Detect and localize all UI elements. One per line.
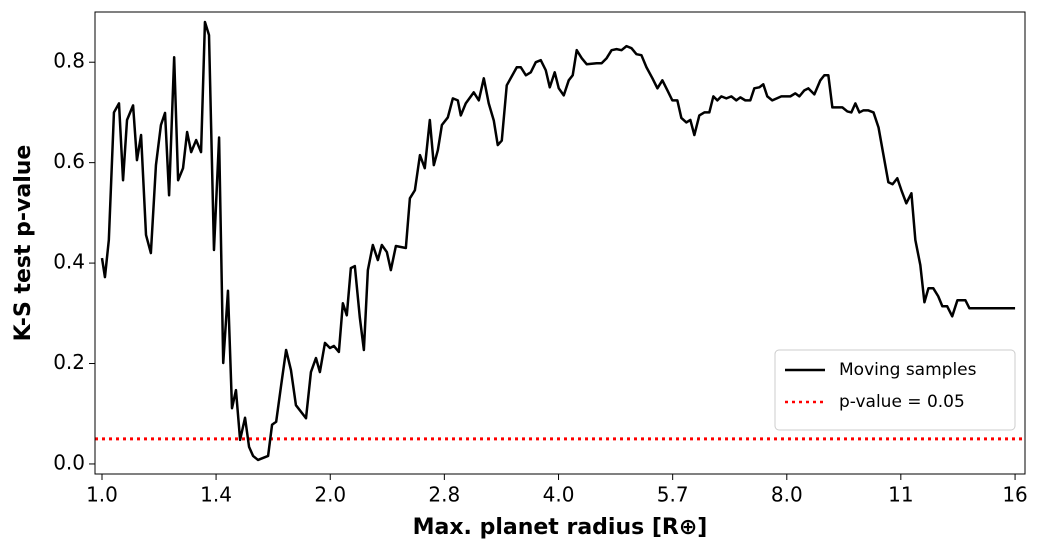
y-tick-label: 0.6 xyxy=(53,149,85,173)
x-tick-label: 8.0 xyxy=(771,483,803,507)
x-tick-label: 4.0 xyxy=(543,483,575,507)
data-line xyxy=(100,20,1016,462)
x-tick-label: 5.7 xyxy=(657,483,689,507)
legend-label: Moving samples xyxy=(839,360,977,380)
x-tick-label: 16 xyxy=(1002,483,1027,507)
legend-label: p-value = 0.05 xyxy=(839,392,965,412)
x-tick-label: 1.4 xyxy=(200,483,232,507)
x-tick-label: 1.0 xyxy=(86,483,118,507)
x-tick-label: 2.0 xyxy=(314,483,346,507)
y-tick-label: 0.4 xyxy=(53,250,85,274)
y-tick-label: 0.0 xyxy=(53,450,85,474)
x-tick-label: 2.8 xyxy=(428,483,460,507)
x-axis-label: Max. planet radius [R⊕] xyxy=(413,515,708,540)
legend-box xyxy=(774,349,1016,431)
y-tick-label: 0.8 xyxy=(53,49,85,73)
y-tick-label: 0.2 xyxy=(53,350,85,374)
x-tick-label: 11 xyxy=(888,483,913,507)
plot-frame xyxy=(94,11,1026,475)
y-axis-label: K-S test p-value xyxy=(11,145,36,342)
